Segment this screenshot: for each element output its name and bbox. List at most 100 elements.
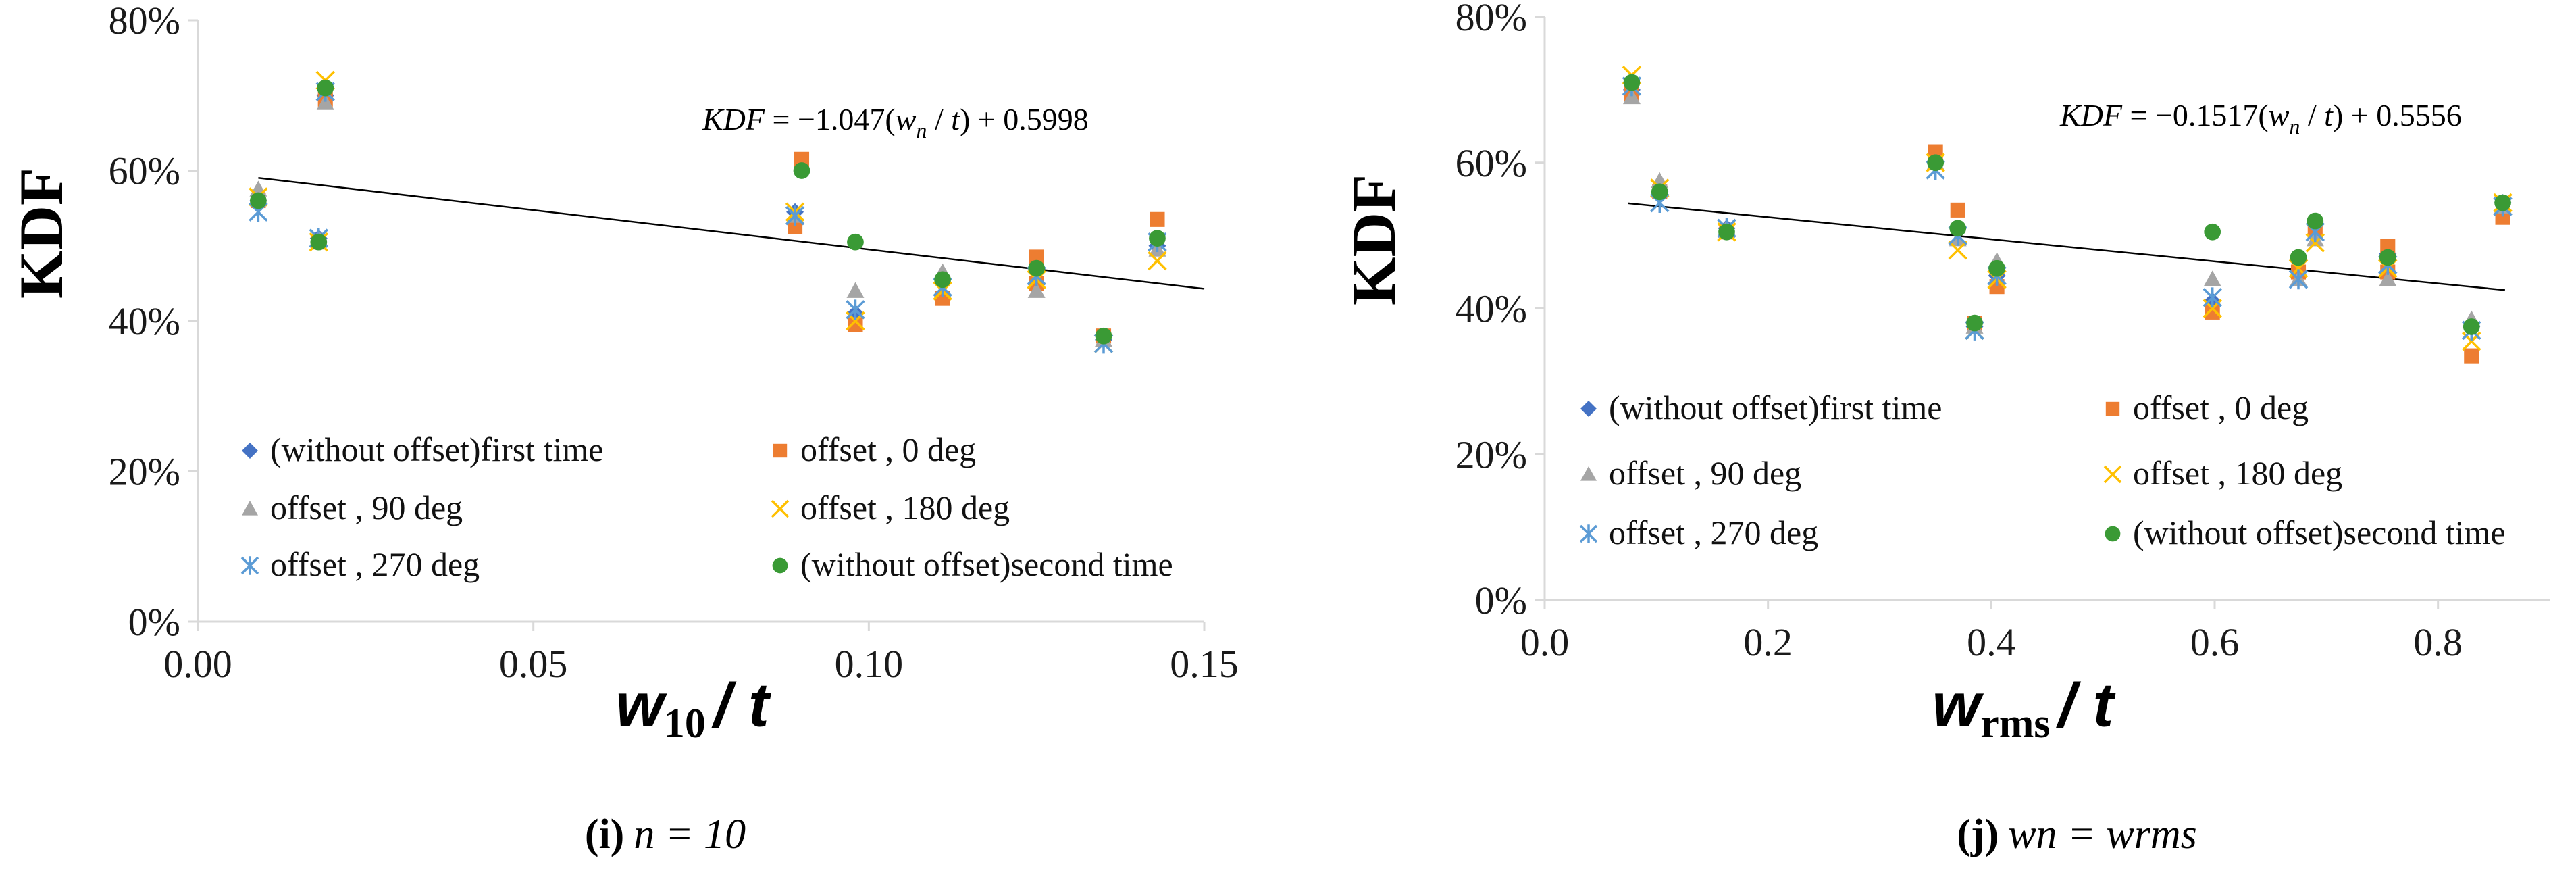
legend-marker-offset-0: [773, 443, 788, 458]
data-point-without-second: [2290, 249, 2307, 266]
trend-equation-j: KDF = −0.1517(wn / t) + 0.5556: [2059, 98, 2462, 139]
data-point-offset-270: [846, 299, 865, 320]
data-point-offset-90: [846, 282, 865, 298]
data-point-without-second: [1623, 74, 1641, 91]
data-point-offset-0: [1950, 202, 1965, 218]
legend-marker-offset-90: [1580, 466, 1597, 481]
legend-marker-offset-180: [2103, 465, 2122, 484]
data-point-offset-180: [1948, 240, 1967, 260]
legend-marker-offset-270: [240, 556, 259, 575]
x-tick-label: 0.2: [1743, 620, 1793, 664]
legend-label: offset , 180 deg: [800, 489, 1010, 526]
legend-label: offset , 180 deg: [2133, 454, 2342, 492]
axes-i: 0% 20% 40% 60% 80% 0.00 0.05 0.10 0.15: [109, 0, 1239, 686]
data-point-without-second: [1651, 183, 1668, 201]
legend-marker-without-first: [1580, 401, 1597, 417]
y-axis-label-j: KDF: [1339, 174, 1408, 305]
data-point-without-second: [2379, 249, 2396, 266]
chart-panel-j: 0% 20% 40% 60% 80% 0.0 0.2 0.4 0.6 0.8 KDF wrms / …: [1339, 0, 2550, 857]
legend-j: (without offset)first time offset , 0 deg…: [1579, 389, 2506, 551]
legend-label: offset , 270 deg: [270, 545, 480, 583]
data-point-offset-180: [1148, 251, 1167, 271]
y-tick-label: 20%: [109, 450, 180, 494]
legend-label: (without offset)second time: [800, 545, 1173, 583]
legend-label: offset , 0 deg: [2133, 389, 2309, 426]
series-marks-i: [249, 70, 1167, 354]
data-point-without-second: [934, 271, 951, 289]
data-point-without-second: [2204, 223, 2221, 241]
x-axis-label-i: w10/ t: [615, 671, 771, 747]
legend-label: (without offset)first time: [270, 430, 603, 468]
data-point-offset-0: [788, 219, 803, 234]
data-point-without-second: [847, 233, 864, 251]
x-axis-label-j: wrms / t: [1932, 671, 2116, 747]
data-point-without-second: [1927, 154, 1944, 172]
data-point-without-second: [793, 162, 810, 179]
x-tick-label: 0.4: [1967, 620, 2016, 664]
data-point-offset-0: [1150, 211, 1165, 227]
data-point-without-second: [1949, 220, 1967, 237]
x-tick-label: 0.0: [1520, 620, 1570, 664]
trend-equation-i: KDF = −1.047(wn / t) + 0.5998: [702, 102, 1089, 143]
data-point-offset-0: [848, 317, 863, 332]
data-point-without-second: [1718, 223, 1735, 241]
data-point-offset-0: [794, 151, 810, 167]
caption-j: (j) wn = wrms: [1957, 812, 2197, 857]
y-axis-label-i: KDF: [7, 168, 76, 299]
legend-label: offset , 90 deg: [1609, 454, 1801, 492]
caption-i: (i) n = 10: [585, 812, 746, 857]
y-tick-label: 0%: [128, 600, 180, 644]
data-point-offset-270: [2203, 287, 2222, 308]
legend-marker-without-second: [772, 557, 788, 574]
legend-label: offset , 0 deg: [800, 430, 976, 468]
legend-marker-offset-0: [2105, 401, 2120, 416]
y-tick-label: 60%: [1456, 141, 1527, 185]
axes-j: 0% 20% 40% 60% 80% 0.0 0.2 0.4 0.6 0.8: [1456, 0, 2550, 664]
data-point-offset-90: [316, 94, 334, 110]
legend-marker-offset-270: [1579, 524, 1598, 543]
data-point-offset-0: [1029, 249, 1044, 265]
legend-marker-without-second: [2105, 526, 2121, 542]
chart-panel-i: 0% 20% 40% 60% 80% 0.00 0.05 0.10 0.15 KDF w10/ …: [7, 0, 1239, 857]
data-point-offset-90: [2203, 270, 2221, 286]
y-tick-label: 40%: [1456, 287, 1527, 331]
data-point-without-second: [250, 192, 267, 209]
data-point-without-second: [1988, 259, 2005, 277]
x-tick-label: 0.8: [2413, 620, 2463, 664]
data-point-without-second: [310, 233, 328, 251]
legend-label: (without offset)first time: [1609, 389, 1942, 426]
data-point-offset-0: [2495, 209, 2510, 225]
data-point-offset-90: [2379, 270, 2397, 286]
data-point-offset-90: [1027, 282, 1046, 298]
series-marks-j: [1622, 66, 2513, 364]
y-tick-label: 40%: [109, 299, 180, 343]
data-point-offset-270: [785, 205, 805, 226]
data-point-without-second: [1149, 230, 1166, 247]
data-point-offset-0: [2205, 304, 2220, 320]
y-tick-label: 0%: [1475, 578, 1527, 622]
legend-label: offset , 90 deg: [270, 489, 463, 526]
legend-marker-without-first: [242, 443, 258, 459]
data-point-without-second: [2463, 318, 2480, 335]
trend-line: [1628, 202, 2505, 291]
legend-label: (without offset)second time: [2133, 514, 2506, 551]
data-point-offset-270: [2288, 269, 2309, 290]
y-tick-label: 80%: [109, 0, 180, 43]
x-tick-label: 0.00: [163, 642, 232, 686]
legend-label: offset , 270 deg: [1609, 514, 1818, 551]
data-point-without-second: [2307, 212, 2324, 230]
data-point-offset-0: [2464, 348, 2479, 364]
legend-marker-offset-180: [771, 499, 790, 518]
x-tick-label: 0.10: [835, 642, 904, 686]
x-tick-label: 0.15: [1170, 642, 1239, 686]
x-tick-label: 0.05: [499, 642, 568, 686]
trend-line: [258, 176, 1205, 290]
y-tick-label: 80%: [1456, 0, 1527, 39]
y-tick-label: 60%: [109, 149, 180, 193]
legend-i: (without offset)first time offset , 0 deg…: [240, 430, 1173, 583]
data-point-without-second: [1966, 314, 1983, 332]
data-point-without-second: [2494, 194, 2511, 211]
data-point-without-second: [1095, 327, 1112, 345]
data-point-without-second: [1028, 259, 1046, 277]
